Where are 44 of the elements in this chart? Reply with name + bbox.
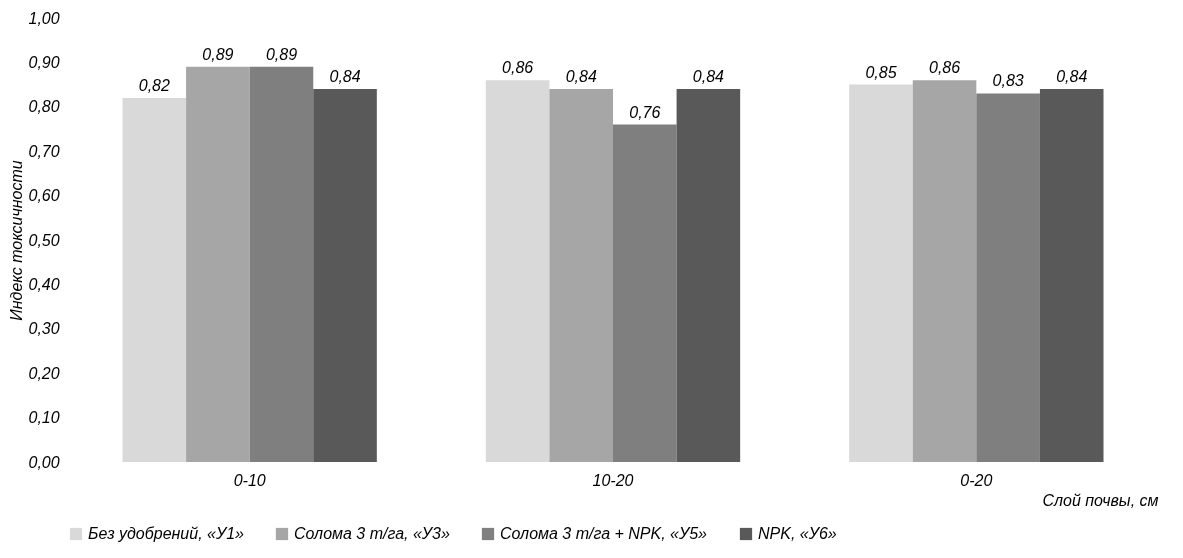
data-label: 0,84 (329, 68, 361, 86)
data-label: 0,85 (865, 63, 897, 81)
data-label: 0,89 (202, 45, 234, 63)
bar (249, 66, 314, 462)
y-tick-label: 0,90 (28, 53, 60, 71)
y-tick-label: 0,30 (28, 320, 60, 338)
data-label: 0,83 (992, 72, 1024, 90)
legend-label: Солома 3 т/га, «У3» (294, 525, 450, 542)
data-label: 0,86 (928, 59, 961, 77)
legend-label: Солома 3 т/га + NPK, «У5» (500, 525, 708, 542)
data-label: 0,89 (265, 45, 298, 63)
bar (613, 124, 677, 462)
data-label: 0,76 (629, 103, 661, 121)
x-axis-title: Слой почвы, см (1042, 491, 1159, 509)
y-tick-label: 1,00 (28, 9, 60, 27)
bar (1039, 89, 1104, 462)
legend-label: Без удобрений, «У1» (88, 525, 245, 542)
y-tick-label: 0,00 (28, 453, 60, 471)
bar (186, 66, 250, 462)
y-tick-label: 0,40 (28, 275, 60, 293)
bar (976, 93, 1040, 462)
bar (122, 97, 187, 462)
y-tick-label: 0,80 (28, 98, 60, 116)
legend-label: NPK, «У6» (758, 525, 837, 542)
bar (549, 89, 613, 462)
bar (676, 89, 741, 462)
y-tick-label: 0,50 (28, 231, 60, 249)
x-tick-label: 10-20 (592, 471, 634, 489)
bar (912, 80, 977, 462)
y-tick-label: 0,70 (28, 142, 60, 160)
y-tick-label: 0,60 (28, 187, 60, 205)
x-tick-label: 0-20 (960, 471, 993, 489)
y-axis-title: Индекс токсичности (7, 160, 25, 321)
data-label: 0,84 (1056, 68, 1088, 86)
data-label: 0,84 (565, 68, 597, 86)
data-label: 0,82 (138, 76, 170, 94)
bar (313, 89, 377, 462)
bar (849, 84, 913, 462)
data-label: 0,86 (502, 59, 534, 77)
x-tick-label: 0-10 (233, 471, 266, 489)
y-tick-label: 0,20 (28, 364, 60, 382)
y-tick-label: 0,10 (28, 409, 60, 427)
data-label: 0,84 (692, 68, 725, 86)
bar (485, 80, 550, 462)
